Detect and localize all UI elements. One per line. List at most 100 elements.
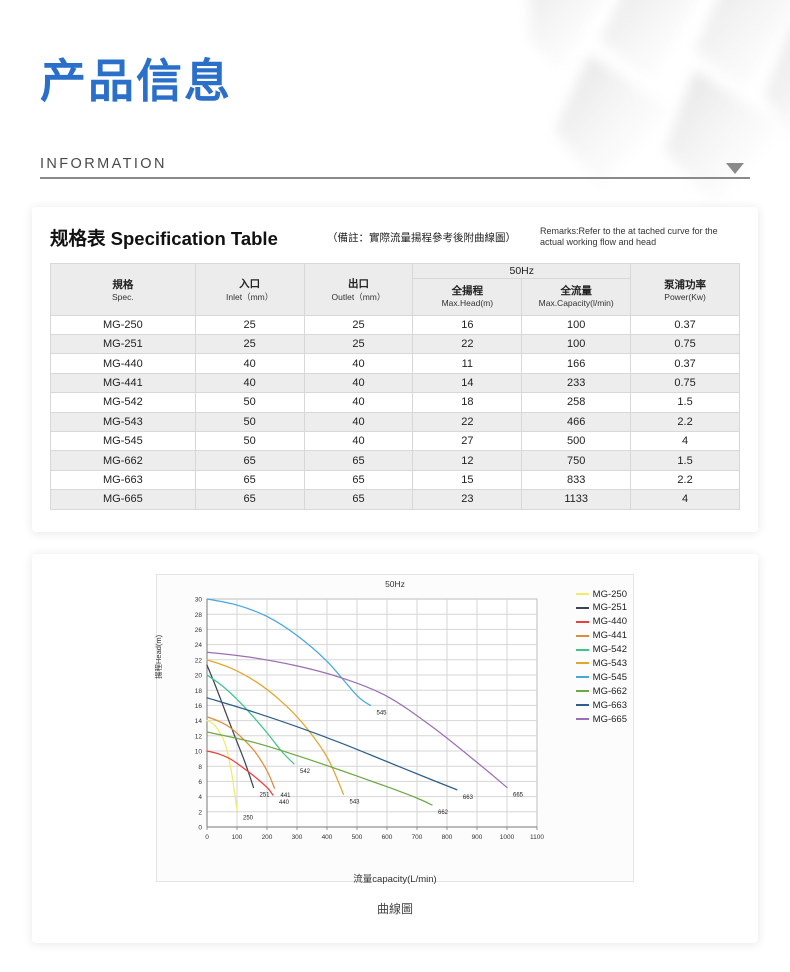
legend-item[interactable]: MG-441 (575, 630, 627, 641)
cell-spec: MG-440 (50, 353, 196, 374)
cell-value: 233 (521, 372, 632, 394)
curve-mg-251 (206, 663, 255, 788)
x-tick-label: 700 (412, 834, 423, 841)
curve-end-label-542: 542 (300, 768, 311, 774)
cell-value: 22 (412, 333, 523, 355)
col-header-max-capacity-cn: 全流量 (560, 284, 592, 297)
performance-curve-card: 50Hz 揚程Head(m) 0 2 4 6 8 10 12 14 16 18 20 22 24 26 28… (32, 553, 758, 943)
col-header-outlet-cn: 出口 (347, 277, 369, 290)
specification-table: 規格 Spec. 入口 Inlet（mm） 出口 Outlet（mm） 50Hz… (50, 262, 740, 510)
y-tick-label: 14 (195, 718, 203, 725)
legend-item[interactable]: MG-543 (575, 657, 627, 669)
legend-item[interactable]: MG-545 (575, 672, 627, 683)
cell-value: 1.5 (630, 450, 740, 471)
cell-value: 40 (303, 411, 414, 432)
col-header-spec-cn: 規格 (112, 278, 134, 291)
cell-value: 466 (521, 411, 632, 432)
cell-value: 0.75 (630, 372, 740, 394)
curve-end-label-441: 441 (281, 793, 292, 799)
table-row: MG-663 65 65 15 833 2.2 (50, 469, 740, 491)
y-tick-label: 4 (198, 794, 202, 801)
cell-value: 258 (521, 392, 632, 413)
curve-mg-545 (206, 597, 372, 706)
x-tick-label: 0 (205, 834, 209, 841)
y-tick-label: 8 (198, 763, 202, 770)
cell-spec: MG-665 (50, 489, 196, 510)
legend-item[interactable]: MG-662 (575, 685, 627, 697)
legend-label: MG-663 (592, 699, 627, 711)
curve-mg-665 (206, 651, 508, 788)
cell-value: 40 (303, 372, 414, 394)
col-header-50hz-group: 50Hz (412, 262, 632, 279)
y-tick-label: 24 (195, 642, 203, 649)
y-tick-label: 26 (195, 627, 203, 634)
table-row: MG-251 25 25 22 100 0.75 (50, 333, 740, 355)
cell-value: 100 (521, 333, 632, 355)
cell-value: 50 (194, 430, 305, 452)
header-divider (40, 176, 750, 179)
cell-value: 2.2 (630, 469, 740, 491)
cell-value: 833 (521, 469, 632, 491)
x-tick-label: 400 (322, 834, 333, 841)
cell-value: 2.2 (630, 411, 740, 432)
cell-value: 65 (194, 489, 305, 510)
legend-color-swatch (575, 593, 589, 595)
x-tick-label: 1100 (530, 834, 544, 841)
cell-value: 65 (303, 450, 414, 471)
legend-color-swatch (575, 704, 589, 707)
legend-item[interactable]: MG-251 (575, 602, 627, 613)
cell-value: 65 (194, 450, 305, 471)
curve-end-label-662: 662 (438, 809, 449, 815)
cell-value: 50 (194, 392, 305, 413)
y-tick-label: 22 (195, 657, 203, 664)
cell-spec: MG-543 (50, 411, 196, 432)
spec-note-english: Remarks:Refer to the at tached curve for… (540, 225, 718, 248)
cell-value: 4 (630, 430, 740, 452)
cell-value: 25 (303, 314, 414, 335)
table-row: MG-542 50 40 18 258 1.5 (50, 392, 740, 413)
spec-title-row: 规格表 Specification Table （備註：實際流量揚程參考後附曲線… (50, 223, 740, 251)
curve-end-label-663: 663 (463, 794, 474, 800)
legend-label: MG-440 (592, 616, 627, 628)
cell-value: 25 (194, 333, 305, 355)
y-tick-label: 28 (195, 611, 203, 618)
legend-color-swatch (575, 620, 589, 623)
cell-spec: MG-545 (50, 430, 196, 452)
page-title: 产品信息 (40, 54, 232, 108)
table-row: MG-665 65 65 23 1133 4 (50, 489, 740, 510)
y-tick-label: 20 (195, 672, 203, 679)
chart-caption: 曲線圖 (376, 901, 413, 916)
cell-value: 40 (303, 392, 414, 413)
curve-mg-543 (206, 658, 345, 795)
legend-label: MG-250 (592, 588, 627, 600)
curve-end-label-251: 251 (260, 792, 271, 798)
table-row: MG-441 40 40 14 233 0.75 (50, 372, 740, 394)
plot-background (206, 598, 538, 827)
cell-value: 65 (303, 489, 414, 510)
legend-item[interactable]: MG-440 (575, 616, 627, 628)
cell-value: 65 (194, 469, 305, 491)
legend-label: MG-543 (592, 657, 627, 669)
legend-item[interactable]: MG-663 (575, 699, 627, 711)
y-tick-label: 18 (195, 687, 203, 694)
cell-value: 0.37 (630, 314, 740, 335)
cell-spec: MG-251 (50, 333, 196, 355)
cell-spec: MG-663 (50, 469, 196, 491)
x-tick-label: 1000 (500, 834, 515, 841)
col-header-power-en: Power(Kw) (664, 291, 706, 302)
y-tick-label: 6 (198, 779, 202, 786)
col-header-outlet-en: Outlet（mm） (331, 291, 386, 302)
legend-item[interactable]: MG-665 (575, 714, 627, 725)
legend-label: MG-662 (592, 685, 627, 697)
legend-item[interactable]: MG-250 (575, 588, 627, 600)
cell-spec: MG-441 (50, 372, 196, 394)
cell-value: 65 (303, 469, 414, 491)
legend-item[interactable]: MG-542 (575, 644, 627, 655)
table-header-row: 全揚程 Max.Head(m) 全流量 Max.Capacity(l/min) (51, 277, 740, 316)
x-tick-label: 300 (292, 834, 303, 841)
cell-value: 27 (412, 430, 523, 452)
col-header-power-cn: 泵浦功率 (664, 278, 707, 291)
curve-mg-663 (206, 696, 458, 790)
curve-mg-662 (206, 730, 433, 806)
cell-value: 4 (630, 489, 740, 510)
